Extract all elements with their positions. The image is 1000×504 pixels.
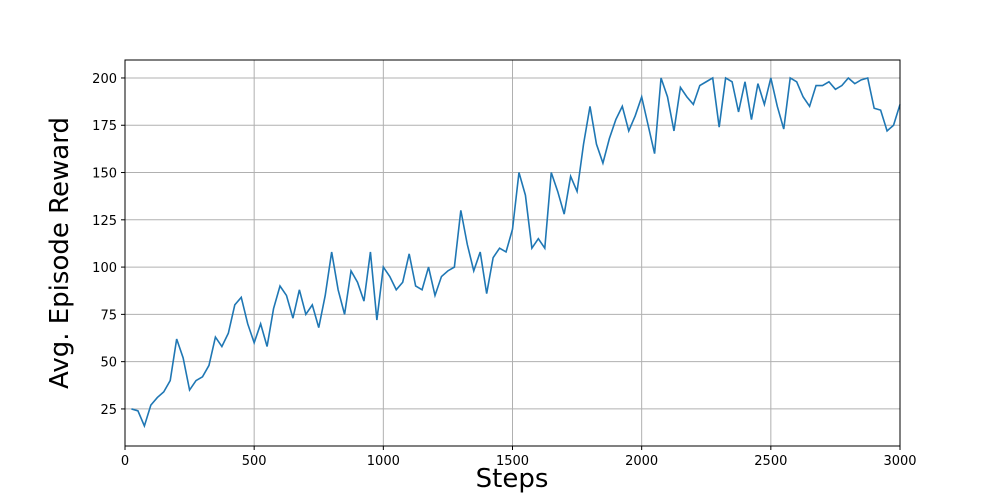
y-tick-label: 150: [92, 167, 117, 182]
y-tick-label: 75: [100, 308, 117, 323]
y-tick-label: 125: [92, 214, 117, 229]
x-axis-label: Steps: [476, 464, 549, 494]
y-tick-label: 100: [92, 261, 117, 276]
x-tick-label: 0: [121, 454, 129, 469]
y-axis-label: Avg. Episode Reward: [45, 117, 75, 389]
data-line: [131, 76, 901, 429]
x-tick-label: 2500: [754, 454, 787, 469]
y-tick-label: 200: [92, 72, 117, 87]
plot-frame: [124, 59, 901, 447]
x-tick-label: 3000: [883, 454, 916, 469]
y-tick-label: 50: [100, 356, 117, 371]
y-tick-label: 175: [92, 119, 117, 134]
x-tick-label: 1500: [496, 454, 529, 469]
x-tick-label: 1000: [367, 454, 400, 469]
y-tick-label: 25: [100, 403, 117, 418]
x-tick-label: 2000: [625, 454, 658, 469]
x-tick-label: 500: [242, 454, 267, 469]
